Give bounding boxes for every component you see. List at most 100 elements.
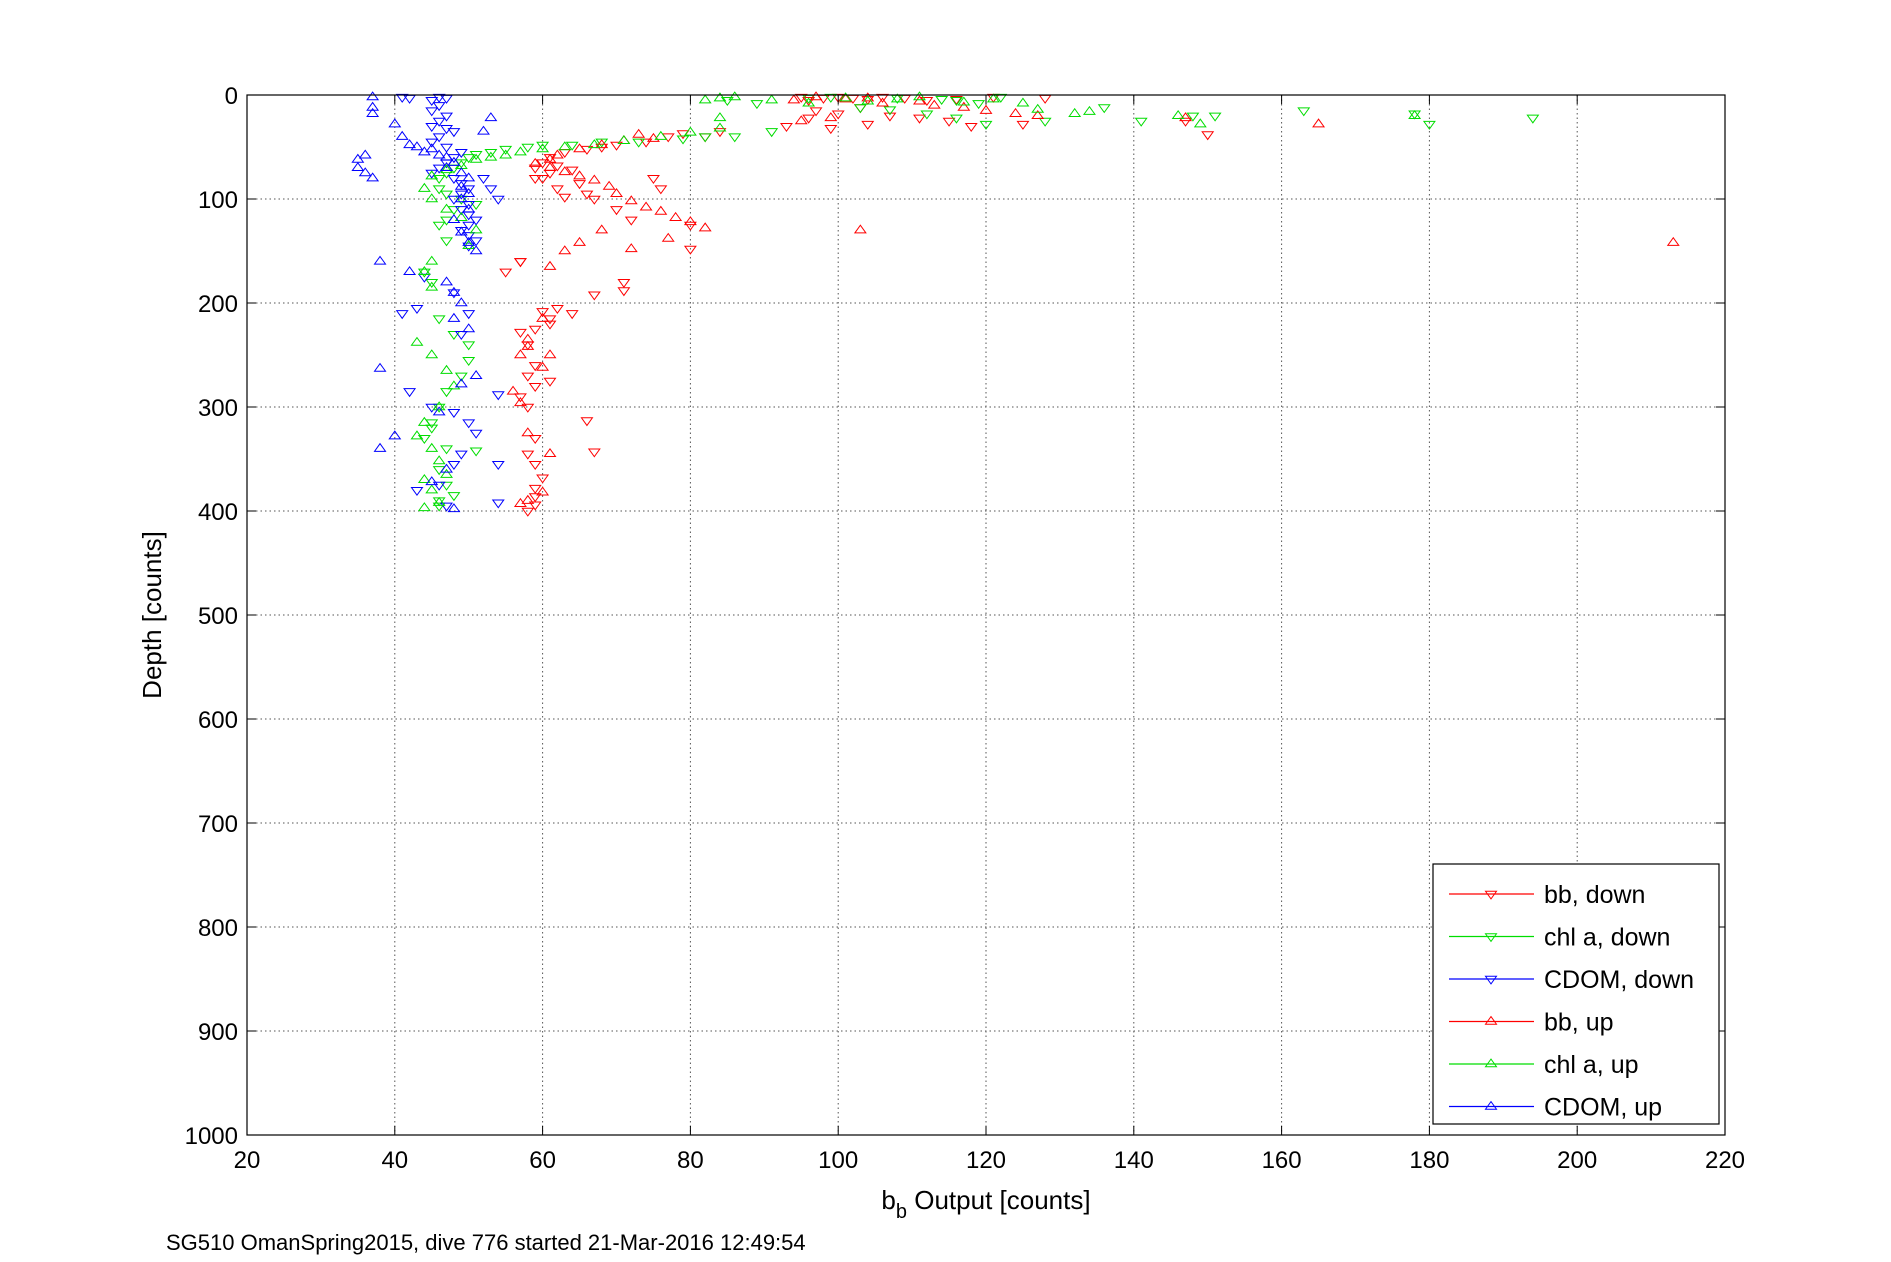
- point-chl-a-down: [1208, 112, 1222, 122]
- y-tick-label: 800: [198, 915, 238, 942]
- point-bb-up: [536, 361, 550, 371]
- point-cdom-up: [477, 125, 490, 135]
- point-bb-up: [573, 143, 587, 153]
- point-bb-up: [513, 497, 527, 507]
- legend-item-bb-up: bb, up: [1449, 1009, 1614, 1037]
- y-tick-label: 200: [198, 291, 238, 318]
- point-bb-down: [683, 245, 697, 255]
- point-bb-down: [617, 278, 631, 289]
- point-chl-a-down: [949, 114, 963, 124]
- point-bb-up: [543, 260, 557, 270]
- x-tick-label: 200: [1557, 1147, 1597, 1174]
- point-chl-a-down: [447, 492, 461, 502]
- point-chl-a-up: [1408, 109, 1422, 120]
- point-bb-down: [528, 325, 542, 335]
- point-chl-a-down: [447, 330, 461, 341]
- point-bb-down: [713, 128, 727, 138]
- point-cdom-up: [440, 151, 454, 161]
- point-bb-up: [595, 139, 609, 149]
- legend-label: chl a, up: [1544, 1051, 1639, 1079]
- point-bb-down: [802, 96, 816, 107]
- point-chl-a-down: [440, 445, 454, 455]
- point-cdom-down: [425, 96, 439, 107]
- point-cdom-down: [491, 460, 505, 471]
- y-tick-label: 1000: [185, 1123, 238, 1150]
- point-chl-a-up: [683, 126, 697, 136]
- point-cdom-up: [366, 172, 380, 182]
- point-cdom-down: [432, 481, 446, 491]
- point-cdom-up: [447, 312, 461, 322]
- point-bb-up: [1312, 118, 1326, 128]
- point-cdom-up: [366, 91, 380, 101]
- point-bb-down: [824, 125, 838, 135]
- legend-item-cdom-up: CDOM, up: [1449, 1094, 1662, 1122]
- point-bb-down: [1016, 120, 1030, 130]
- point-bb-down: [1201, 131, 1215, 141]
- legend-marker: [1484, 1058, 1498, 1068]
- point-bb-up: [513, 397, 527, 407]
- x-tick-label: 220: [1705, 1147, 1745, 1174]
- data-points: [351, 91, 1680, 517]
- point-bb-down: [521, 403, 535, 413]
- point-chl-a-up: [713, 122, 727, 132]
- point-cdom-down: [425, 138, 439, 148]
- point-chl-a-down: [469, 200, 483, 211]
- point-bb-down: [543, 377, 557, 387]
- point-cdom-down: [425, 107, 439, 117]
- point-bb-up: [602, 180, 616, 190]
- legend-label: bb, up: [1544, 1009, 1614, 1037]
- point-chl-a-down: [440, 481, 454, 491]
- point-chl-a-up: [617, 134, 631, 144]
- point-bb-down: [528, 434, 542, 445]
- point-chl-a-up: [432, 455, 446, 465]
- point-chl-a-up: [417, 265, 431, 276]
- point-bb-up: [506, 385, 520, 395]
- point-bb-down: [536, 474, 550, 484]
- legend-marker: [1484, 975, 1498, 985]
- point-cdom-down: [454, 148, 468, 159]
- point-bb-down: [587, 291, 601, 301]
- point-bb-down: [610, 206, 623, 216]
- point-chl-a-up: [417, 182, 431, 192]
- point-bb-up: [1031, 109, 1045, 120]
- point-chl-a-down: [750, 100, 764, 110]
- point-bb-down: [499, 268, 513, 278]
- point-bb-down: [521, 507, 535, 517]
- point-cdom-up: [388, 430, 402, 440]
- point-bb-up: [683, 216, 697, 226]
- y-tick-label: 900: [198, 1019, 238, 1046]
- point-cdom-down: [410, 486, 424, 497]
- point-bb-up: [979, 104, 993, 114]
- point-bb-down: [528, 501, 542, 511]
- point-chl-a-up: [986, 93, 1000, 103]
- point-cdom-down: [484, 185, 498, 195]
- point-cdom-down: [462, 200, 476, 211]
- point-cdom-down: [454, 180, 468, 190]
- point-chl-a-up: [1171, 109, 1185, 120]
- point-cdom-down: [454, 330, 468, 341]
- point-bb-down: [513, 328, 527, 338]
- point-bb-down: [521, 372, 535, 382]
- point-chl-a-up: [913, 91, 926, 101]
- point-chl-a-up: [417, 416, 431, 426]
- point-chl-a-up: [558, 141, 572, 151]
- point-bb-up: [573, 170, 587, 180]
- point-bb-up: [927, 99, 941, 109]
- x-axis-label-subscript: b: [896, 1201, 907, 1223]
- point-cdom-up: [447, 213, 461, 224]
- point-chl-a-down: [1134, 117, 1148, 127]
- point-chl-a-up: [425, 170, 439, 180]
- point-chl-a-up: [536, 143, 550, 153]
- point-chl-a-down: [484, 148, 498, 159]
- point-cdom-down: [440, 502, 454, 512]
- point-chl-a-up: [1031, 103, 1045, 113]
- point-bb-down: [949, 95, 963, 105]
- legend-marker: [1484, 1015, 1498, 1025]
- x-tick-label: 160: [1262, 1147, 1302, 1174]
- point-chl-a-down: [949, 96, 963, 107]
- point-cdom-down: [432, 133, 446, 143]
- point-bb-down: [513, 393, 527, 403]
- point-bb-up: [573, 236, 587, 246]
- point-chl-a-up: [1082, 105, 1096, 115]
- point-chl-a-down: [1297, 107, 1311, 117]
